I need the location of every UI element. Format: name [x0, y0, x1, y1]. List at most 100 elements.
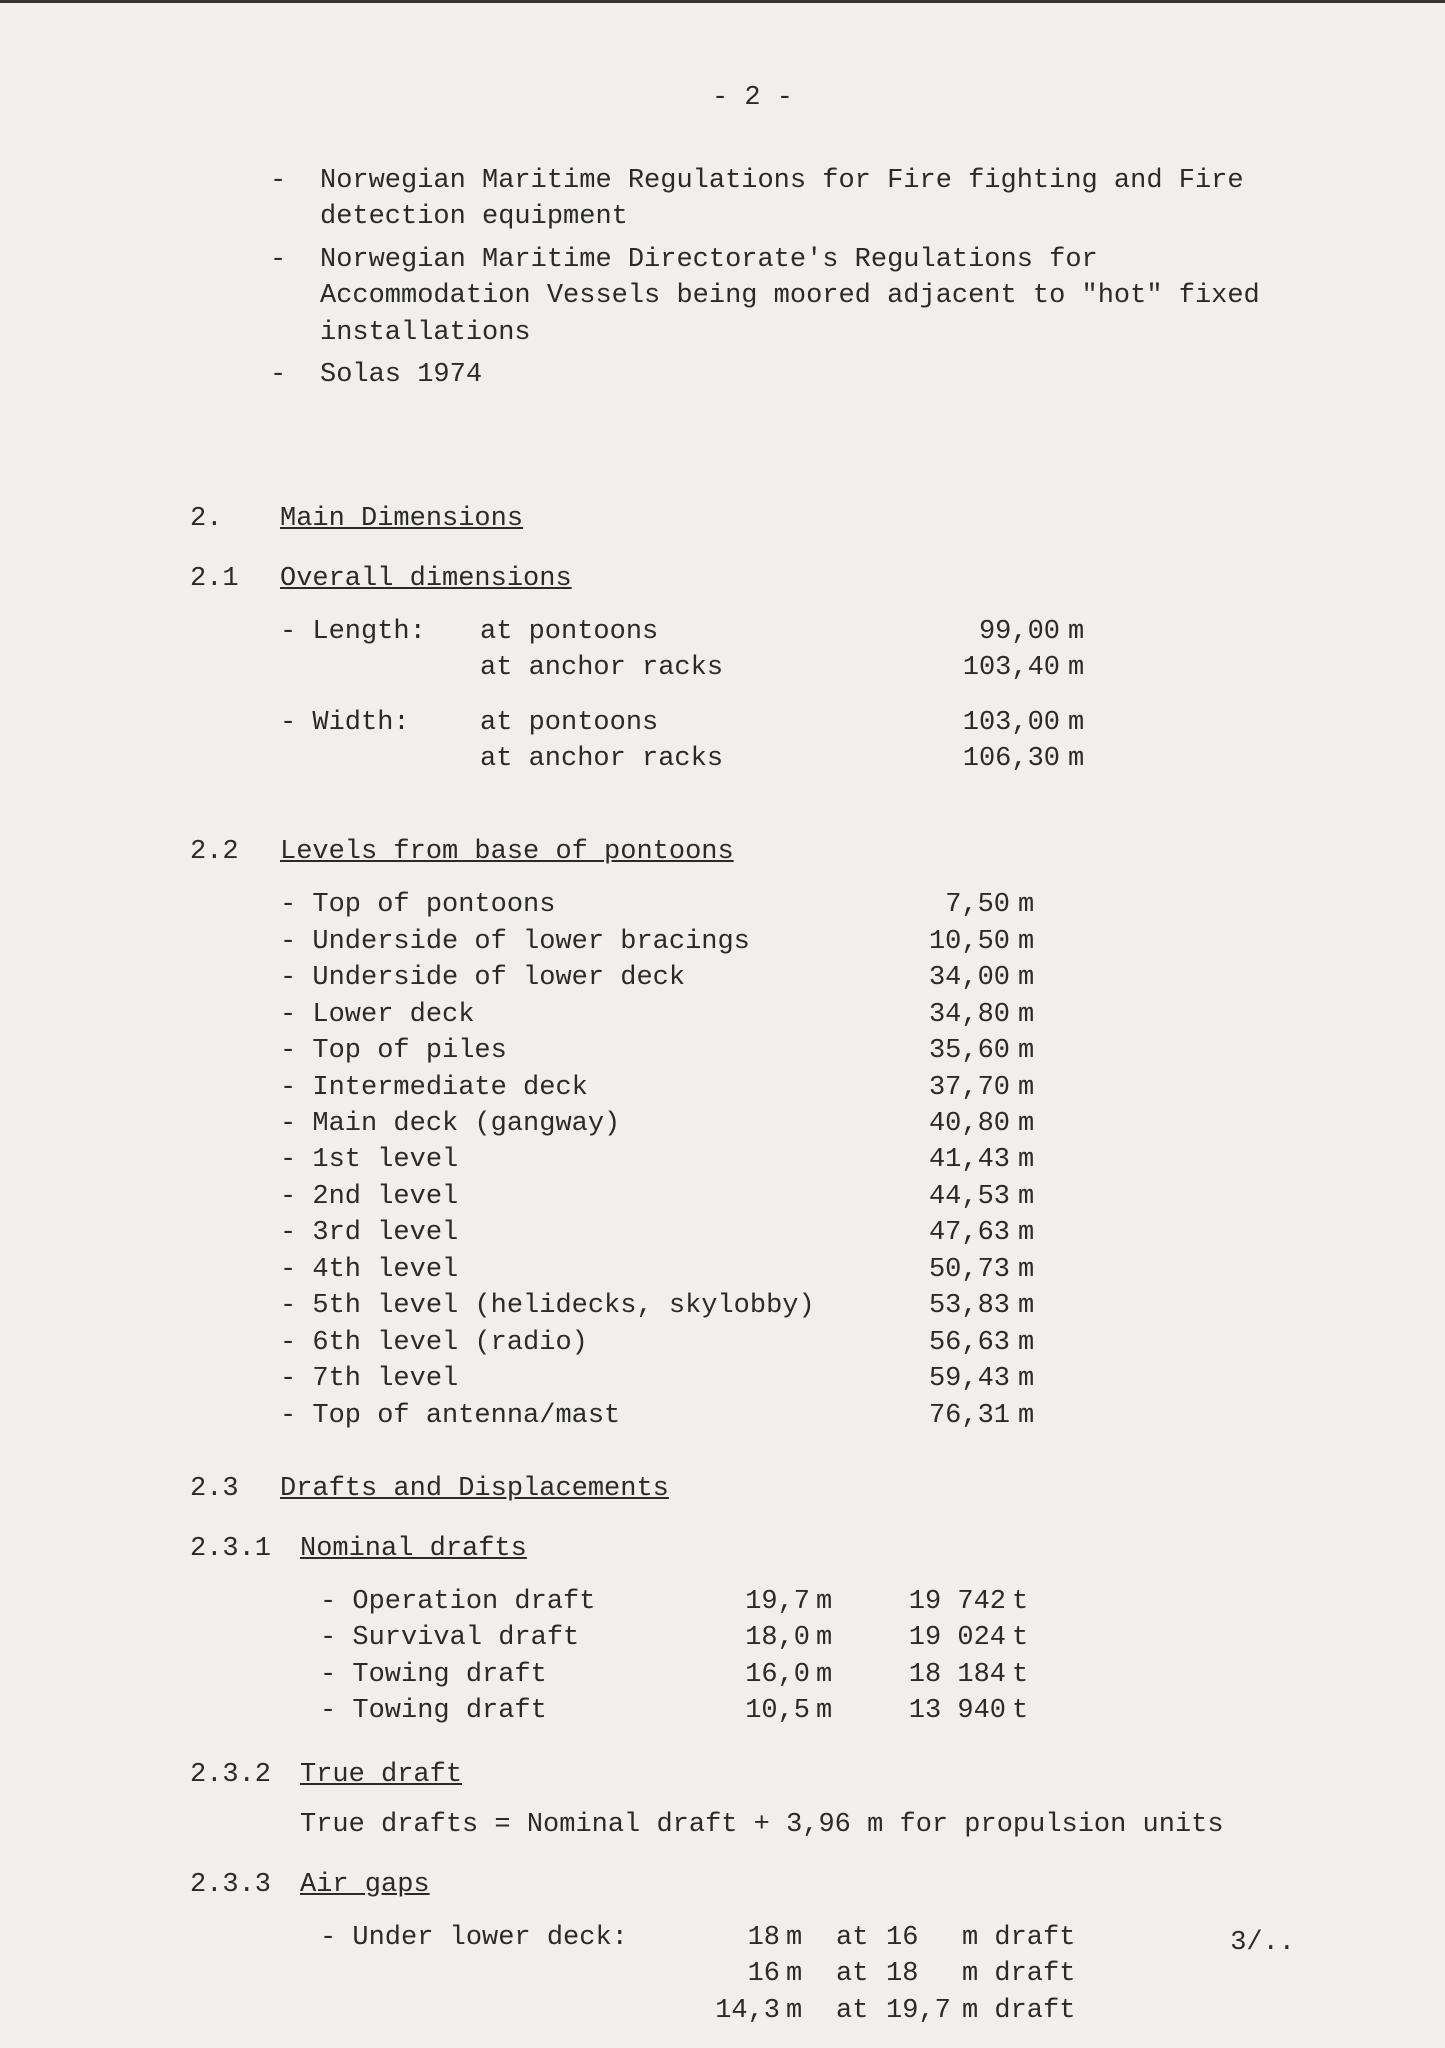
level-label: - Lower deck — [280, 997, 880, 1033]
draft-t-value: 19 742 — [856, 1584, 1006, 1620]
table-row: - 3rd level47,63m — [280, 1215, 1315, 1251]
level-value: 56,63 — [880, 1325, 1010, 1361]
table-row: - 4th level50,73m — [280, 1252, 1315, 1288]
dim-value: 99,00 — [900, 614, 1060, 650]
level-label: - 4th level — [280, 1252, 880, 1288]
table-row: - 1st level41,43m — [280, 1142, 1315, 1178]
section-title: Main Dimensions — [280, 504, 523, 534]
level-label: - Top of piles — [280, 1033, 880, 1069]
page-number: - 2 - — [190, 83, 1315, 113]
section-title: Overall dimensions — [280, 564, 572, 594]
draft-m-value: 18,0 — [700, 1620, 810, 1656]
table-row: - Survival draft18,0m19 024t — [320, 1620, 1315, 1656]
table-row: - Lower deck34,80m — [280, 997, 1315, 1033]
draft-label: - Survival draft — [320, 1620, 700, 1656]
air-value-2: 19,7 — [886, 1993, 956, 2029]
draft-m-value: 10,5 — [700, 1693, 810, 1729]
dim-desc: at anchor racks — [480, 741, 900, 777]
level-value: 41,43 — [880, 1142, 1010, 1178]
air-label — [320, 1956, 710, 1992]
level-unit: m — [1010, 1070, 1058, 1106]
bullet-dash: - — [270, 242, 320, 351]
dim-unit: m — [1060, 705, 1108, 741]
air-rest: m draft — [956, 1993, 1075, 2029]
draft-t-unit: t — [1006, 1693, 1052, 1729]
dim-label — [280, 650, 480, 686]
table-row: - Underside of lower bracings10,50m — [280, 924, 1315, 960]
air-rest: m draft — [956, 1956, 1075, 1992]
dim-value: 103,00 — [900, 705, 1060, 741]
dim-unit: m — [1060, 614, 1108, 650]
table-row: - Under lower deck:18mat16m draft — [320, 1920, 1315, 1956]
dim-label — [280, 741, 480, 777]
section-title: Levels from base of pontoons — [280, 837, 734, 867]
level-value: 35,60 — [880, 1033, 1010, 1069]
level-unit: m — [1010, 1288, 1058, 1324]
air-at: at — [836, 1956, 886, 1992]
dim-unit: m — [1060, 741, 1108, 777]
draft-label: - Towing draft — [320, 1657, 700, 1693]
table-row: - 6th level (radio)56,63m — [280, 1325, 1315, 1361]
air-at: at — [836, 1920, 886, 1956]
level-label: - Underside of lower deck — [280, 960, 880, 996]
air-value-1: 14,3 — [710, 1993, 780, 2029]
section-title: Drafts and Displacements — [280, 1474, 669, 1504]
dim-value: 106,30 — [900, 741, 1060, 777]
level-unit: m — [1010, 1106, 1058, 1142]
draft-t-value: 13 940 — [856, 1693, 1006, 1729]
section-number: 2.2 — [190, 837, 280, 867]
table-row: - 2nd level44,53m — [280, 1179, 1315, 1215]
level-label: - 3rd level — [280, 1215, 880, 1251]
level-value: 7,50 — [880, 887, 1010, 923]
document-page: - 2 - - Norwegian Maritime Regulations f… — [0, 0, 1445, 2048]
draft-t-unit: t — [1006, 1657, 1052, 1693]
list-item: - Norwegian Maritime Directorate's Regul… — [270, 242, 1315, 351]
level-label: - 1st level — [280, 1142, 880, 1178]
section-2-3-3: 2.3.3 Air gaps — [190, 1870, 1315, 1900]
drafts-table: - Operation draft19,7m19 742t- Survival … — [190, 1584, 1315, 1730]
table-row: - Underside of lower deck34,00m — [280, 960, 1315, 996]
draft-label: - Operation draft — [320, 1584, 700, 1620]
table-row: - Top of pontoons7,50m — [280, 887, 1315, 923]
section-title: Air gaps — [300, 1870, 430, 1900]
table-row: - Width: at pontoons 103,00 m — [280, 705, 1315, 741]
level-value: 34,80 — [880, 997, 1010, 1033]
level-unit: m — [1010, 1252, 1058, 1288]
level-unit: m — [1010, 1325, 1058, 1361]
level-label: - Underside of lower bracings — [280, 924, 880, 960]
air-label — [320, 1993, 710, 2029]
bullet-text: Norwegian Maritime Regulations for Fire … — [320, 163, 1315, 236]
bullet-text: Solas 1974 — [320, 357, 1315, 393]
table-row: at anchor racks 106,30 m — [280, 741, 1315, 777]
section-title: True draft — [300, 1760, 462, 1790]
table-row: - Intermediate deck37,70m — [280, 1070, 1315, 1106]
table-row: 14,3mat19,7m draft — [320, 1993, 1315, 2029]
overall-dimensions-table: - Length: at pontoons 99,00 m at anchor … — [280, 614, 1315, 778]
draft-label: - Towing draft — [320, 1693, 700, 1729]
level-label: - 2nd level — [280, 1179, 880, 1215]
level-unit: m — [1010, 1361, 1058, 1397]
table-row: - Towing draft10,5m13 940t — [320, 1693, 1315, 1729]
section-number: 2.3.3 — [190, 1870, 300, 1900]
level-value: 37,70 — [880, 1070, 1010, 1106]
air-at: at — [836, 1993, 886, 2029]
draft-m-unit: m — [810, 1657, 856, 1693]
level-value: 76,31 — [880, 1398, 1010, 1434]
draft-t-value: 19 024 — [856, 1620, 1006, 1656]
section-2-1: 2.1 Overall dimensions — [190, 564, 1315, 594]
table-row: - Length: at pontoons 99,00 m — [280, 614, 1315, 650]
bullet-dash: - — [270, 163, 320, 236]
section-number: 2.1 — [190, 564, 280, 594]
table-row: - Top of piles35,60m — [280, 1033, 1315, 1069]
air-rest: m draft — [956, 1920, 1075, 1956]
section-number: 2.3 — [190, 1474, 280, 1504]
table-row: - 7th level59,43m — [280, 1361, 1315, 1397]
level-unit: m — [1010, 1142, 1058, 1178]
level-value: 44,53 — [880, 1179, 1010, 1215]
level-unit: m — [1010, 960, 1058, 996]
dim-value: 103,40 — [900, 650, 1060, 686]
air-value-2: 16 — [886, 1920, 956, 1956]
dim-desc: at pontoons — [480, 705, 900, 741]
draft-m-unit: m — [810, 1620, 856, 1656]
level-value: 59,43 — [880, 1361, 1010, 1397]
